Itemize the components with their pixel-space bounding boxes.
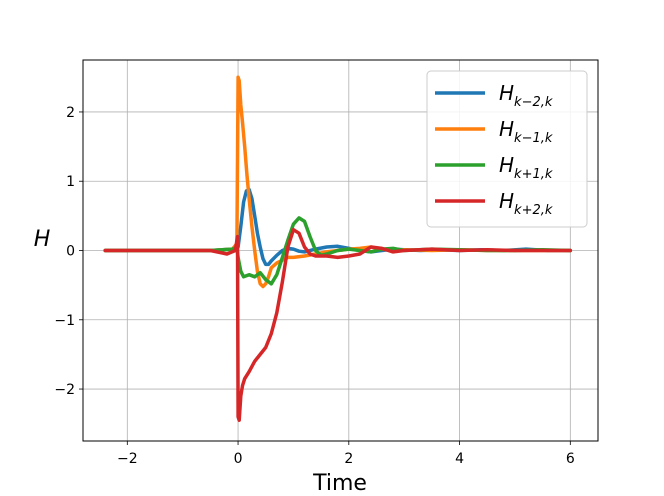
legend-label-name: H bbox=[499, 81, 514, 105]
y-axis-label: H bbox=[34, 227, 51, 252]
legend-label-subscript: k−2,k bbox=[514, 95, 553, 110]
x-tick-label: −2 bbox=[117, 451, 138, 467]
series-lines bbox=[103, 75, 573, 422]
x-tick-label: 2 bbox=[344, 451, 353, 467]
y-tick-label: −1 bbox=[54, 313, 75, 329]
legend-label-name: H bbox=[499, 153, 514, 177]
x-tick-label: 0 bbox=[234, 451, 243, 467]
axis-ticks: −2 0 2 4 6 −2 −1 0 1 2 bbox=[54, 105, 574, 467]
x-tick-label: 6 bbox=[566, 451, 575, 467]
y-tick-label: −2 bbox=[54, 382, 75, 398]
legend-label-subscript: k+2,k bbox=[514, 203, 553, 218]
legend-label-3: Hk+2,k bbox=[499, 189, 553, 218]
x-axis-label: Time bbox=[312, 471, 367, 496]
legend-label-subscript: k−1,k bbox=[514, 131, 553, 146]
legend-label-0: Hk−2,k bbox=[499, 81, 553, 110]
legend-label-subscript: k+1,k bbox=[514, 167, 553, 182]
legend-label-name: H bbox=[499, 189, 514, 213]
y-tick-label: 0 bbox=[66, 244, 75, 260]
legend-label-1: Hk−1,k bbox=[499, 117, 553, 146]
legend-box bbox=[426, 70, 588, 228]
x-tick-label: 4 bbox=[455, 451, 464, 467]
legend-label-2: Hk+1,k bbox=[499, 153, 553, 182]
legend: Hk−2,kHk−1,kHk+1,kHk+2,k bbox=[426, 70, 588, 228]
y-tick-label: 1 bbox=[66, 174, 75, 190]
series-line-3 bbox=[103, 227, 573, 422]
y-tick-label: 2 bbox=[66, 105, 75, 121]
legend-label-name: H bbox=[499, 117, 514, 141]
